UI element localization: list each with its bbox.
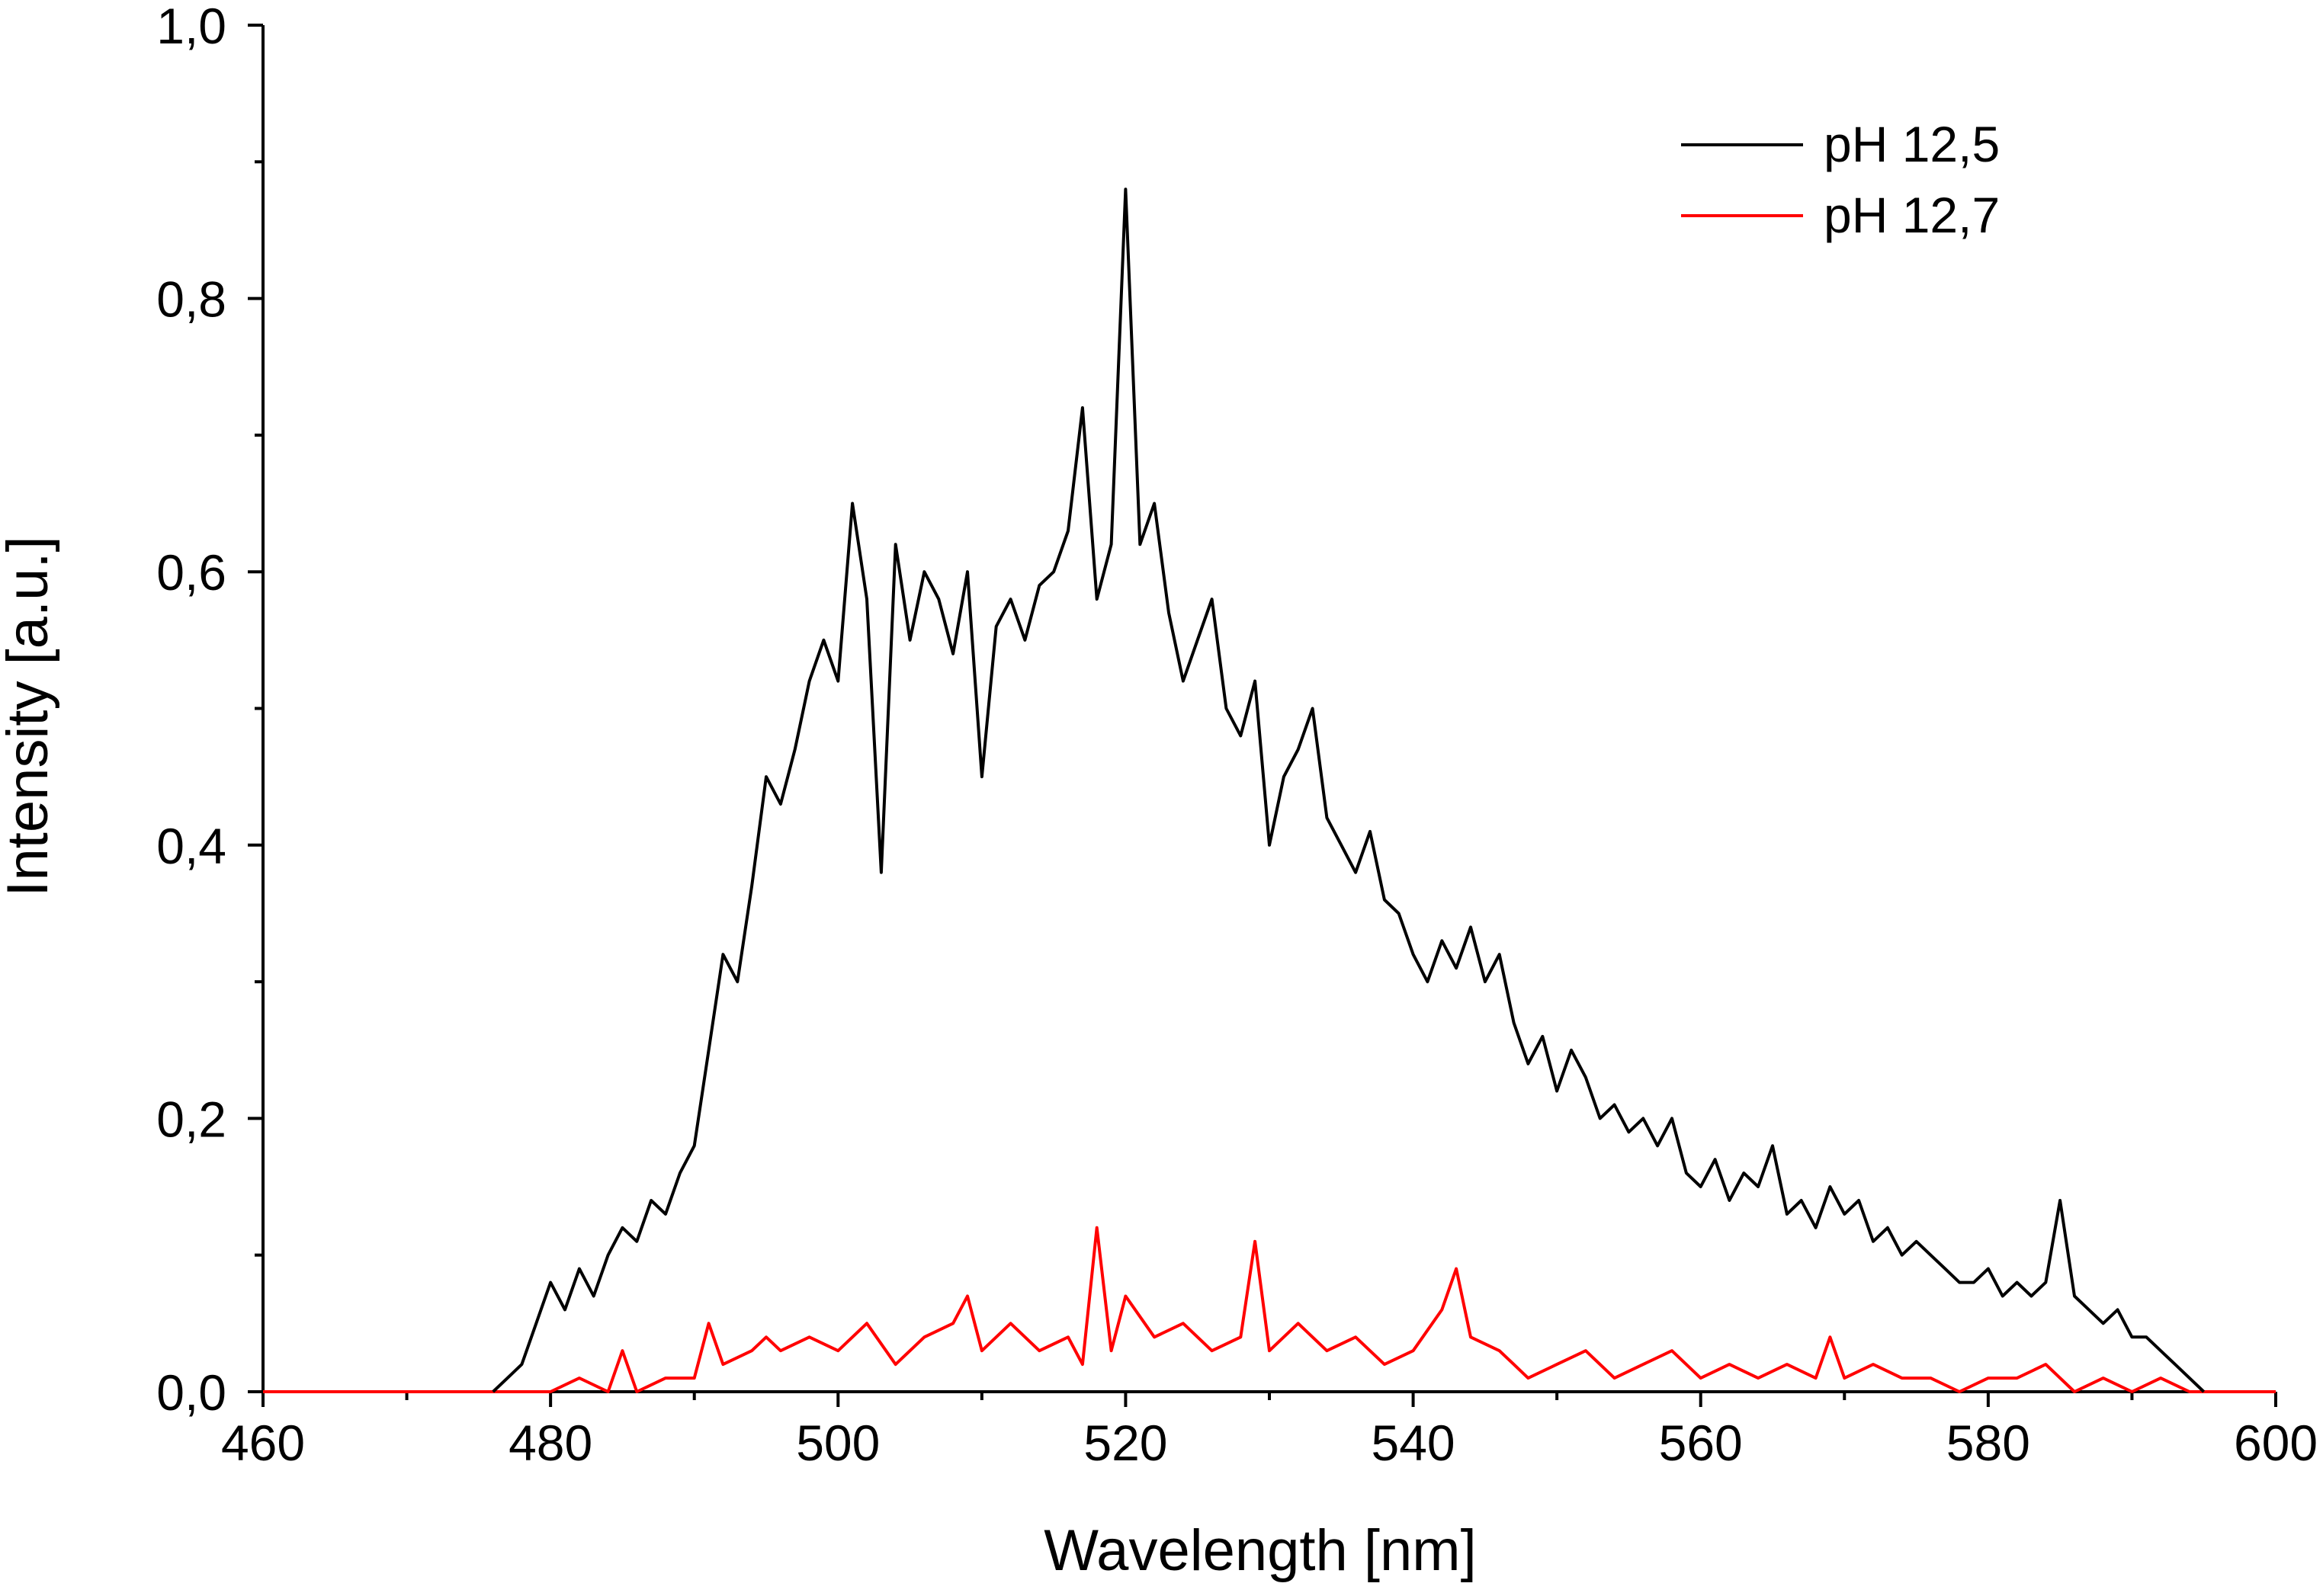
legend-label-ph-12-7: pH 12,7 xyxy=(1824,187,2000,243)
x-tick-label-560: 560 xyxy=(1659,1415,1743,1471)
y-ticks: 0,0 0,2 0,4 0,6 0,8 1,0 xyxy=(156,0,263,1421)
y-tick-label-3: 0,6 xyxy=(156,544,226,601)
x-tick-label-520: 520 xyxy=(1083,1415,1167,1471)
x-tick-label-460: 460 xyxy=(221,1415,305,1471)
y-tick-label-2: 0,4 xyxy=(156,818,226,874)
y-tick-label-1: 0,2 xyxy=(156,1091,226,1147)
x-tick-label-600: 600 xyxy=(2234,1415,2318,1471)
x-tick-label-500: 500 xyxy=(796,1415,880,1471)
x-tick-label-580: 580 xyxy=(1946,1415,2030,1471)
y-axis-title: Intensity [a.u.] xyxy=(0,536,60,896)
y-tick-label-5: 1,0 xyxy=(156,0,226,54)
x-tick-label-480: 480 xyxy=(509,1415,592,1471)
x-ticks: 460 480 500 520 540 560 580 600 xyxy=(221,1392,2318,1471)
y-tick-label-4: 0,8 xyxy=(156,271,226,328)
series-line-0 xyxy=(492,187,2206,1393)
x-axis-title: Wavelength [nm] xyxy=(1044,1518,1476,1583)
legend-label-ph-12-5: pH 12,5 xyxy=(1824,116,2000,172)
legend: pH 12,5 pH 12,7 xyxy=(1681,116,2000,243)
series-line-1 xyxy=(263,1226,2276,1393)
y-tick-label-0: 0,0 xyxy=(156,1364,226,1421)
x-tick-label-540: 540 xyxy=(1372,1415,1455,1471)
series-layer xyxy=(263,187,2276,1393)
